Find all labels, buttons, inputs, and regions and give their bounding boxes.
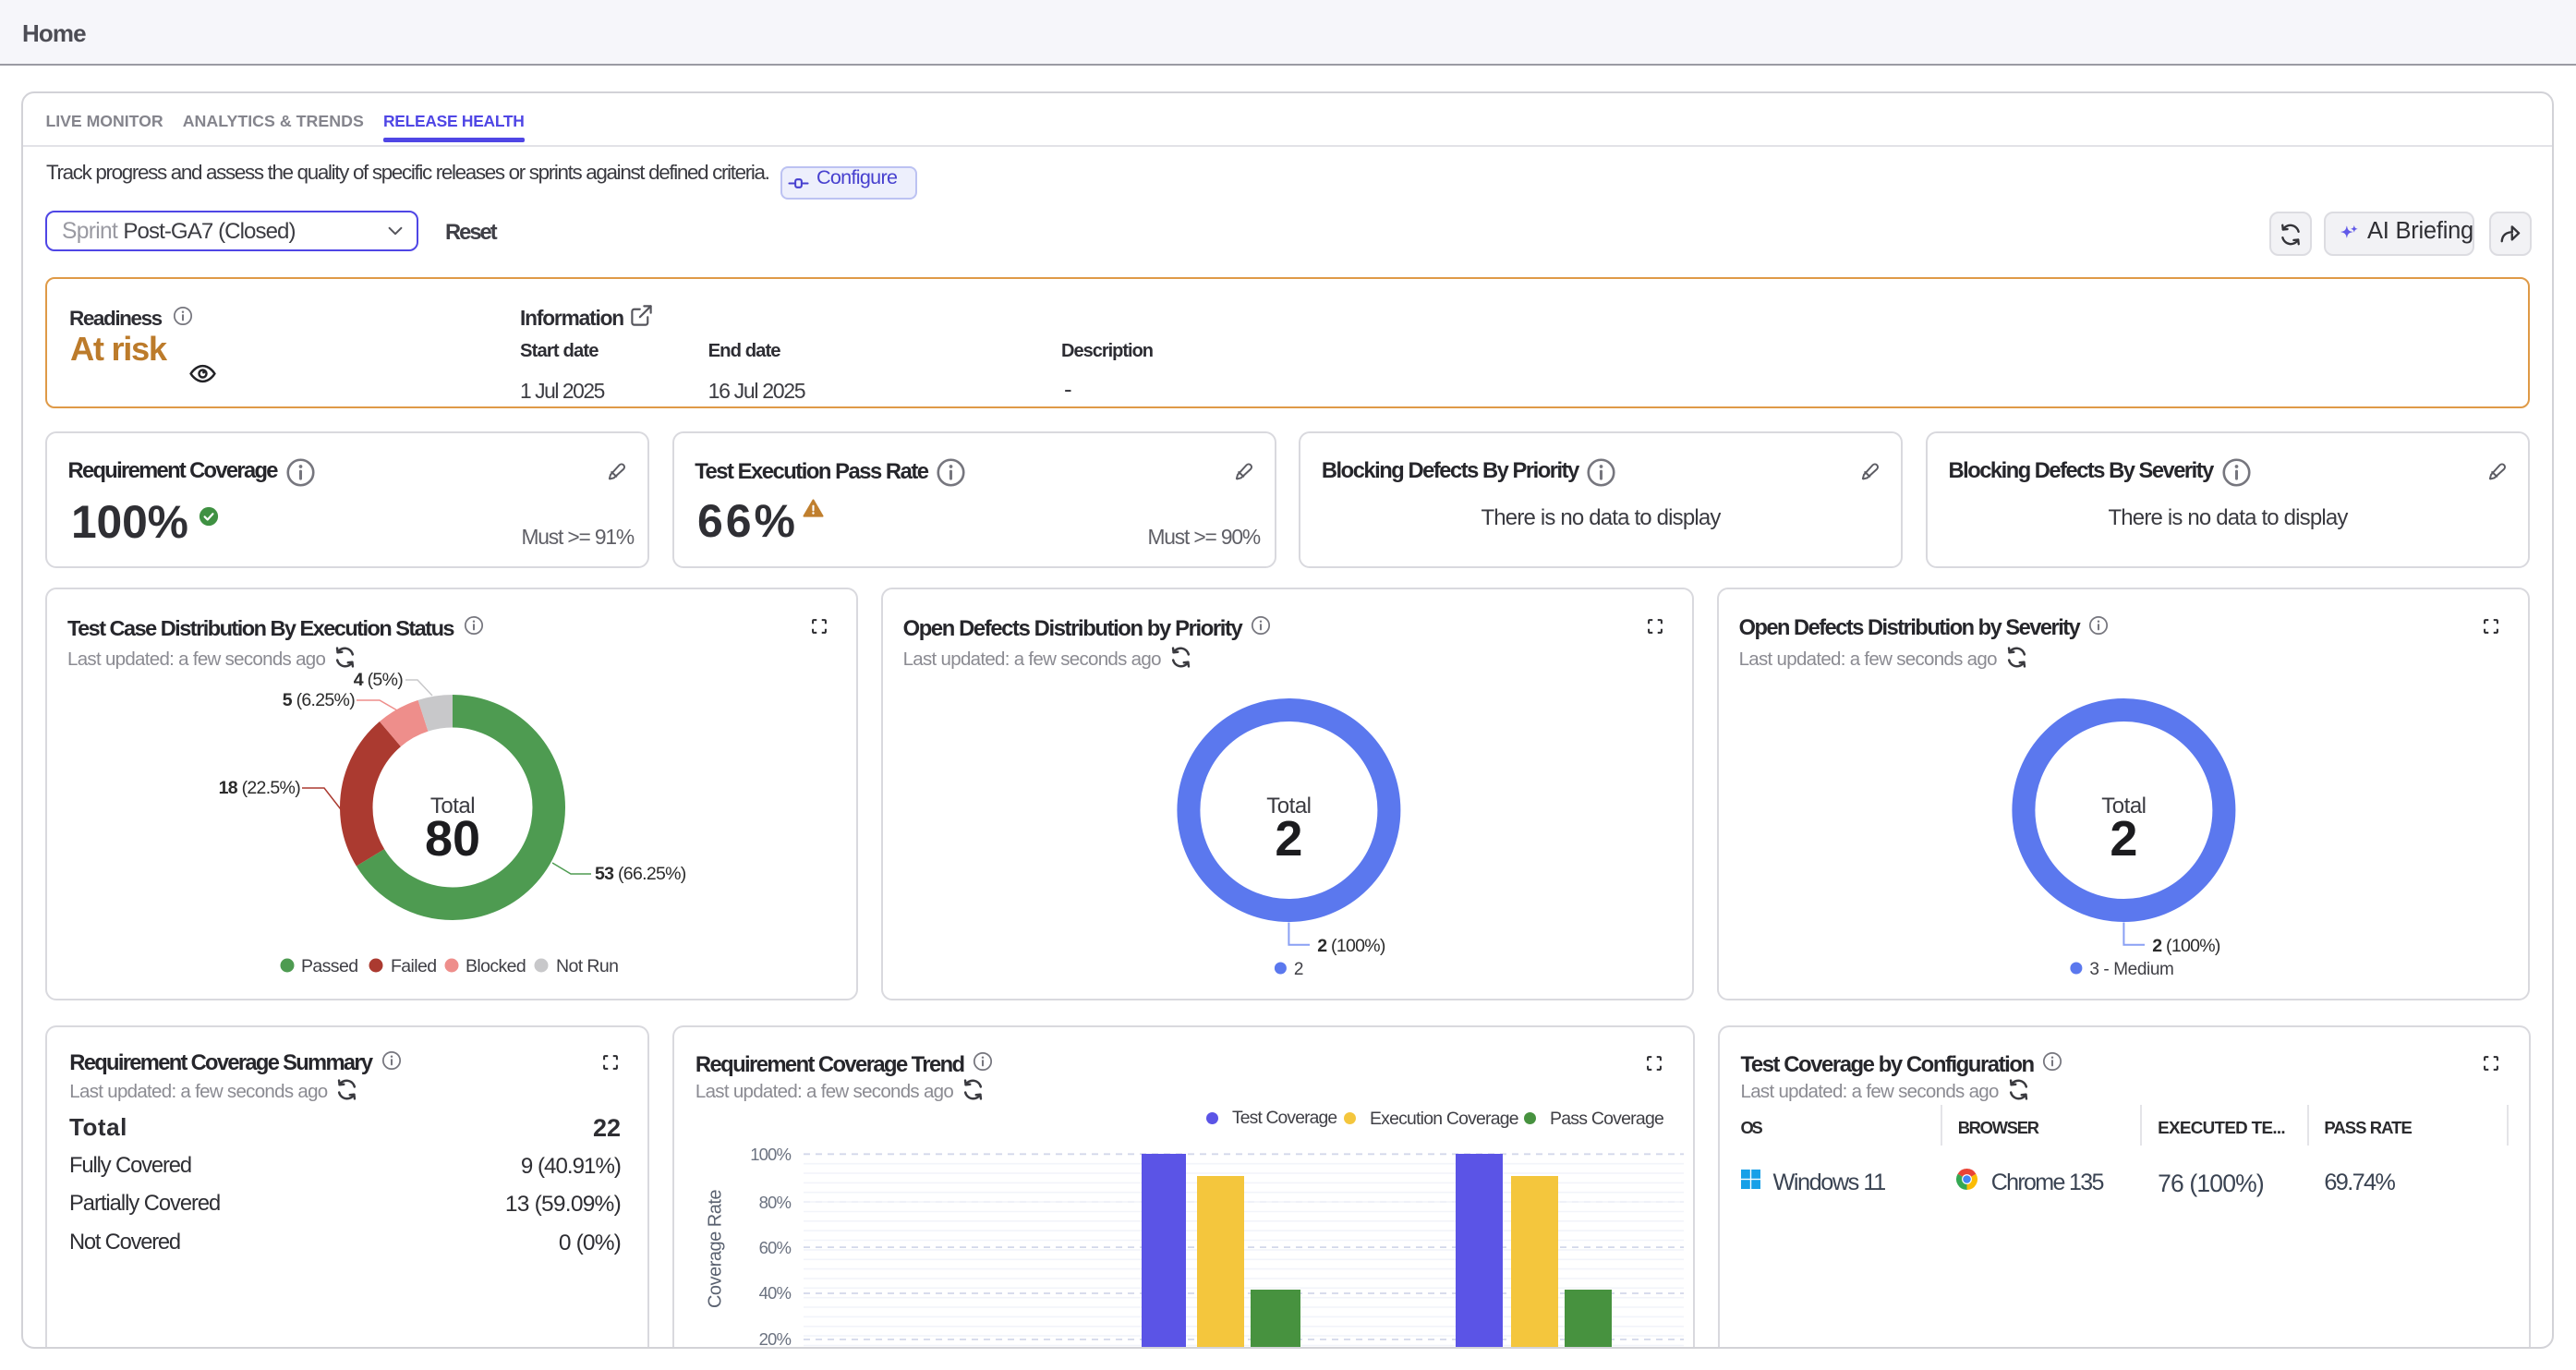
svg-text:3 - Medium: 3 - Medium (2089, 960, 2173, 979)
svg-text:5 (6.25%): 5 (6.25%) (283, 690, 355, 710)
svg-text:2 (100%): 2 (100%) (1317, 936, 1385, 956)
svg-text:Total: Total (1266, 794, 1311, 818)
svg-text:18 (22.5%): 18 (22.5%) (219, 778, 301, 798)
svg-text:Total: Total (430, 794, 475, 818)
svg-text:4 (5%): 4 (5%) (354, 670, 403, 690)
svg-text:2: 2 (1293, 960, 1302, 979)
svg-text:Passed: Passed (301, 956, 357, 976)
svg-text:2: 2 (2110, 811, 2137, 867)
svg-text:2 (100%): 2 (100%) (2152, 936, 2220, 956)
svg-text:Failed: Failed (391, 956, 437, 976)
svg-text:Total: Total (2101, 794, 2146, 818)
svg-text:2: 2 (1275, 811, 1302, 867)
svg-text:53 (66.25%): 53 (66.25%) (595, 864, 686, 884)
svg-text:80: 80 (425, 811, 480, 867)
svg-text:Not Run: Not Run (556, 956, 618, 976)
svg-text:Blocked: Blocked (466, 956, 526, 976)
